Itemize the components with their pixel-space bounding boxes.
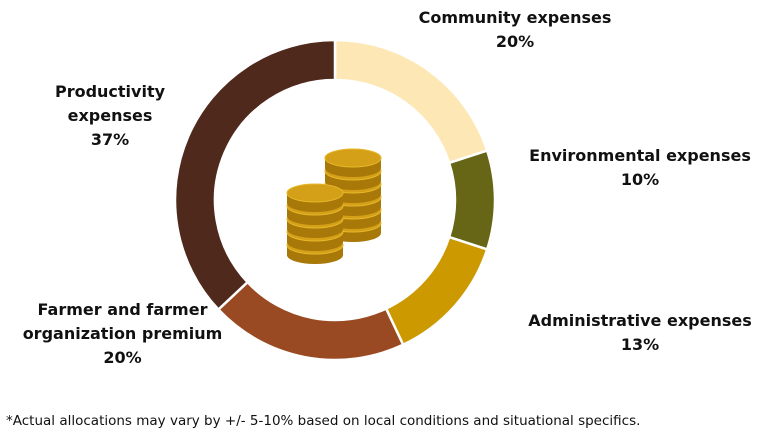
label-environmental-expenses: Environmental expenses 10% bbox=[515, 144, 760, 192]
coin-stack-icon bbox=[286, 148, 382, 264]
donut-slice-productivity-expenses bbox=[173, 38, 337, 312]
label-productivity-expenses: Productivity expenses 37% bbox=[30, 80, 190, 152]
donut-slice-environmental-expenses bbox=[447, 148, 497, 252]
label-farmer-name-line1: Farmer and farmer bbox=[37, 300, 208, 319]
label-community-name: Community expenses bbox=[418, 8, 612, 27]
label-productivity-value: 37% bbox=[90, 130, 130, 149]
label-environmental-value: 10% bbox=[620, 170, 660, 189]
donut-slice-farmer-and-farmer-organization-premium bbox=[216, 280, 405, 362]
label-administrative-expenses: Administrative expenses 13% bbox=[515, 309, 760, 357]
label-community-expenses: Community expenses 20% bbox=[395, 6, 635, 54]
label-community-value: 20% bbox=[495, 32, 535, 51]
label-farmer-name-line2: organization premium bbox=[22, 324, 223, 343]
donut-chart: Community expenses 20% Environmental exp… bbox=[5, 6, 760, 370]
label-environmental-name: Environmental expenses bbox=[529, 146, 751, 165]
label-productivity-name-line1: Productivity bbox=[54, 82, 166, 101]
label-productivity-name-line2: expenses bbox=[67, 106, 153, 125]
label-farmer-premium: Farmer and farmer organization premium 2… bbox=[5, 298, 240, 370]
label-administrative-name: Administrative expenses bbox=[528, 311, 752, 330]
label-farmer-value: 20% bbox=[103, 348, 142, 367]
donut-svg bbox=[173, 38, 497, 362]
footnote: *Actual allocations may vary by +/- 5-10… bbox=[6, 413, 641, 429]
label-administrative-value: 13% bbox=[620, 335, 660, 354]
